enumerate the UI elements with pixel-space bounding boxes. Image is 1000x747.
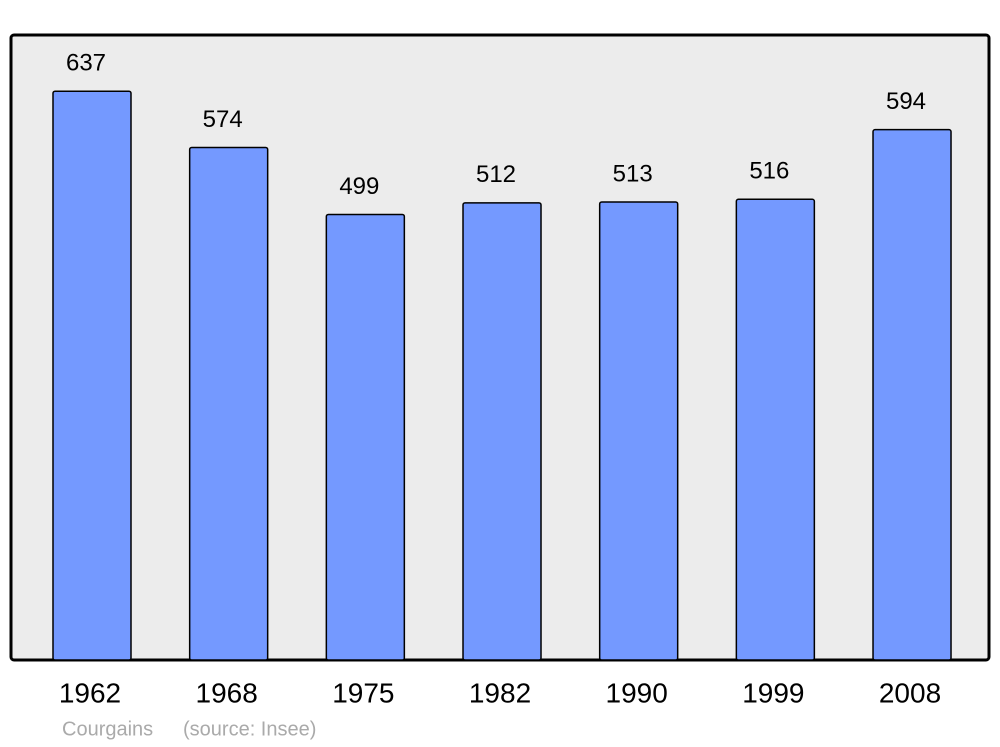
x-tick-label: 1999 <box>742 677 804 708</box>
place-name: Courgains <box>62 718 153 740</box>
source: (source: Insee) <box>183 718 316 740</box>
x-tick-label: 2008 <box>879 677 941 708</box>
value-label: 499 <box>339 173 379 200</box>
x-tick-label: 1982 <box>469 677 531 708</box>
bar <box>325 213 406 661</box>
bar <box>52 90 132 661</box>
value-label: 637 <box>66 50 106 77</box>
x-tick-label: 1975 <box>332 677 394 708</box>
bar <box>462 202 542 661</box>
bar <box>735 198 816 661</box>
value-label: 512 <box>476 161 516 188</box>
value-label: 516 <box>749 158 789 185</box>
value-label: 594 <box>886 88 926 115</box>
bar <box>872 128 952 661</box>
bar <box>188 146 269 661</box>
bars: 637 1962 574 1968 499 1975 512 1982 513 1990 516 19… <box>52 50 952 708</box>
value-label: 574 <box>203 106 243 133</box>
x-tick-label: 1990 <box>606 677 668 708</box>
value-label: 513 <box>613 160 653 187</box>
x-tick-label: 1962 <box>59 677 121 708</box>
x-tick-label: 1968 <box>196 677 258 708</box>
bar <box>598 201 679 661</box>
